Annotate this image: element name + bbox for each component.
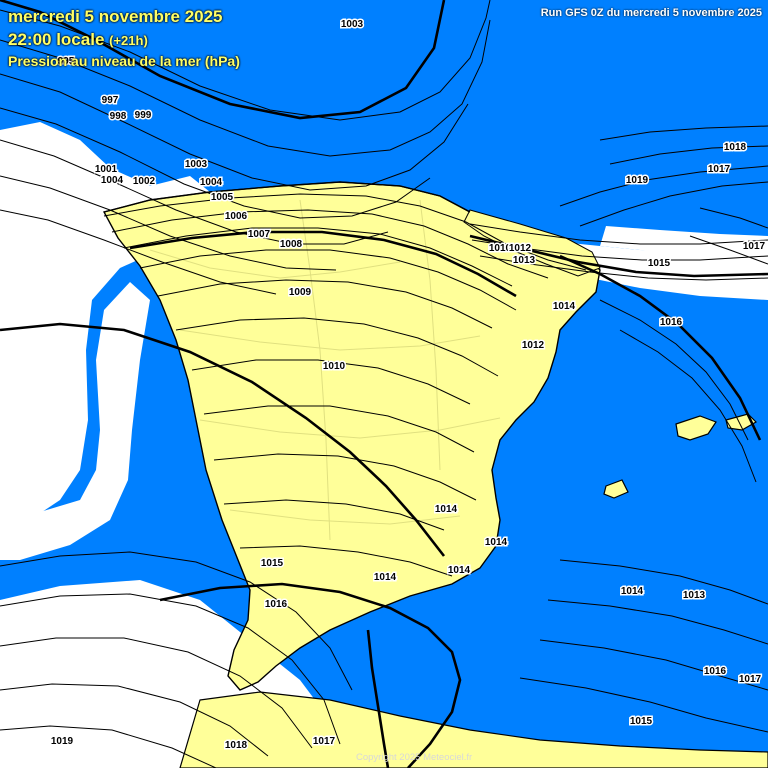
isobar-label: 997 bbox=[102, 95, 119, 106]
landmass bbox=[102, 181, 768, 768]
isobar-label: 1001 bbox=[95, 164, 118, 175]
header-offset: (+21h) bbox=[109, 32, 148, 48]
isobar-label: 1017 bbox=[708, 164, 731, 175]
isobar-label: 1017 bbox=[743, 241, 766, 252]
coastline bbox=[103, 181, 471, 213]
isobar-label: 1015 bbox=[630, 716, 653, 727]
isobar-label: 1003 bbox=[185, 159, 208, 170]
isobar-label: 1015 bbox=[261, 558, 284, 569]
isobar-label: 1012 bbox=[522, 340, 545, 351]
map-header-left: mercredi 5 novembre 2025 22:00 locale (+… bbox=[8, 6, 240, 71]
isobar-label: 1007 bbox=[248, 229, 271, 240]
isobar-label: 1010 bbox=[323, 361, 346, 372]
isobar-label: 1014 bbox=[621, 586, 644, 597]
header-time-row: 22:00 locale (+21h) bbox=[8, 29, 240, 52]
isobar-label: 1014 bbox=[448, 565, 471, 576]
isobar-label: 1013 bbox=[513, 255, 536, 266]
isobar-label: 1014 bbox=[485, 537, 508, 548]
header-run-info: Run GFS 0Z du mercredi 5 novembre 2025 bbox=[540, 7, 762, 19]
isobar-label: 1002 bbox=[133, 176, 156, 187]
header-parameter: Pression au niveau de la mer (hPa) bbox=[8, 52, 240, 69]
isobar-label: 1012 bbox=[509, 243, 532, 254]
isobar-label: 1019 bbox=[51, 736, 74, 747]
isobar-label: 1017 bbox=[313, 736, 336, 747]
isobar-label: 1008 bbox=[280, 239, 303, 250]
header-date: mercredi 5 novembre 2025 bbox=[8, 7, 223, 26]
isobar-label: 1014 bbox=[553, 301, 576, 312]
isobar-label: 999 bbox=[135, 110, 152, 121]
isobar-label: 1009 bbox=[289, 287, 312, 298]
isobar-label: 1018 bbox=[724, 142, 747, 153]
isobar-label: 1013 bbox=[683, 590, 706, 601]
isobar-label: 1003 bbox=[341, 19, 364, 30]
admin-rivers bbox=[149, 199, 501, 541]
isobar-label: 1016 bbox=[660, 317, 683, 328]
isobar-label: 1018 bbox=[225, 740, 248, 751]
isobar-label: 1004 bbox=[101, 175, 124, 186]
isobar-label: 995 bbox=[58, 56, 75, 67]
isobar-label: 998 bbox=[110, 111, 127, 122]
isobar-label: 1014 bbox=[435, 504, 458, 515]
isobar-label: 1005 bbox=[211, 192, 234, 203]
isobar-label: 1015 bbox=[648, 258, 671, 269]
isobar-label: 1016 bbox=[704, 666, 727, 677]
header-time: 22:00 locale bbox=[8, 29, 105, 49]
isobar-label: 1017 bbox=[739, 674, 762, 685]
isobar-label: 1019 bbox=[626, 175, 649, 186]
isobar-label: 1016 bbox=[265, 599, 288, 610]
isobar-label: 1006 bbox=[225, 211, 248, 222]
isobar-label: 1004 bbox=[200, 177, 223, 188]
isobar-label: 1010 bbox=[489, 243, 512, 254]
copyright-text: Copyright 2025 Meteociel.fr bbox=[356, 752, 473, 763]
isobar-label: 1014 bbox=[374, 572, 397, 583]
